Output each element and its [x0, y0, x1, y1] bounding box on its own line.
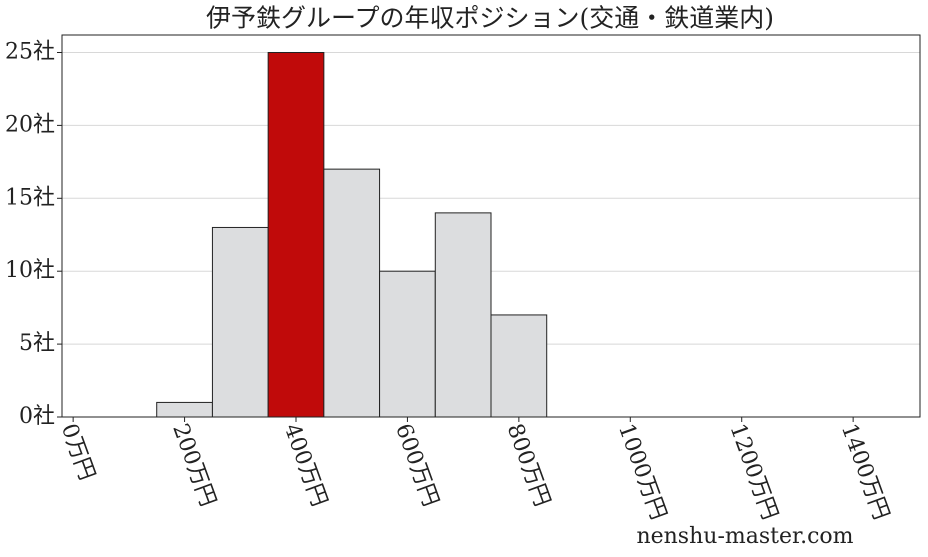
x-tick-label: 0万円 — [56, 421, 99, 484]
y-tick-label: 5社 — [19, 331, 55, 356]
bar — [156, 401, 213, 418]
watermark: nenshu-master.com — [636, 524, 853, 549]
x-tick-label: 400万円 — [279, 421, 332, 510]
x-tick-label: 1400万円 — [836, 421, 894, 524]
bar — [267, 51, 325, 418]
bar — [490, 314, 548, 418]
x-tick-label: 1200万円 — [724, 421, 782, 524]
bar — [379, 270, 436, 418]
x-tick-label: 600万円 — [390, 421, 443, 510]
bar — [434, 212, 492, 418]
y-tick-label: 20社 — [5, 112, 55, 137]
y-tick-label: 10社 — [5, 258, 55, 283]
x-tick-label: 1000万円 — [613, 421, 671, 524]
y-tick-label: 15社 — [5, 185, 55, 210]
y-tick-label: 25社 — [5, 39, 55, 64]
x-tick-label: 800万円 — [502, 421, 555, 510]
y-tick-label: 0社 — [19, 404, 55, 429]
chart-title: 伊予鉄グループの年収ポジション(交通・鉄道業内) — [206, 4, 774, 33]
bar — [211, 226, 269, 418]
x-tick-label: 200万円 — [167, 421, 220, 510]
plot-frame — [61, 34, 921, 418]
bar — [323, 168, 381, 418]
